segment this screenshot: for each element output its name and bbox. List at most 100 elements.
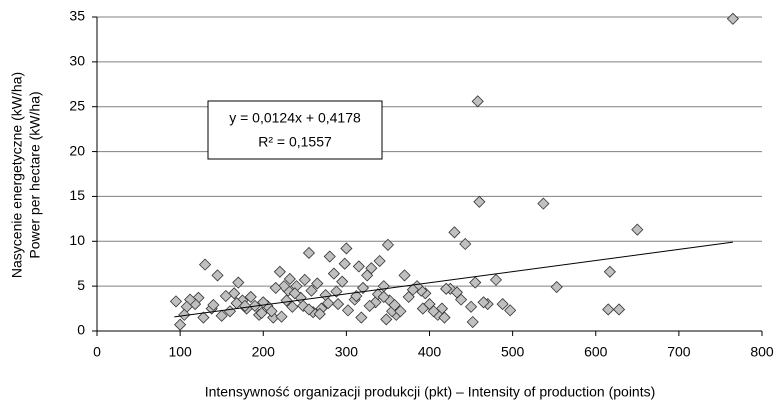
point [612, 303, 626, 316]
point [215, 309, 228, 322]
point [355, 311, 368, 324]
point [338, 257, 351, 270]
point [489, 273, 503, 286]
point [265, 305, 278, 318]
point [228, 287, 241, 300]
y-tick-label: 10 [69, 232, 85, 248]
point [398, 269, 411, 282]
x-tick-label: 100 [168, 344, 192, 360]
point [169, 295, 183, 308]
point [537, 197, 550, 210]
point [631, 223, 644, 236]
x-tick-label: 0 [93, 344, 101, 360]
point [363, 299, 376, 312]
point [273, 265, 286, 278]
point [302, 303, 316, 316]
x-tick-label: 500 [501, 344, 525, 360]
point [450, 286, 463, 299]
point [361, 269, 374, 282]
point [302, 246, 316, 260]
point [459, 237, 472, 251]
point [311, 277, 324, 290]
point [275, 310, 288, 323]
point [340, 242, 353, 255]
point [402, 290, 415, 303]
point [473, 195, 486, 208]
point [377, 280, 390, 293]
point [477, 296, 490, 309]
point [198, 258, 212, 271]
point [197, 311, 210, 324]
point [373, 254, 386, 268]
x-tick-label: 200 [252, 344, 276, 360]
point [283, 272, 296, 286]
x-tick-label: 600 [584, 344, 608, 360]
y-tick-label: 25 [69, 97, 85, 113]
point [232, 276, 245, 289]
point [298, 273, 311, 286]
point [440, 282, 453, 295]
point [305, 284, 318, 297]
point [356, 281, 370, 295]
point [288, 287, 301, 300]
point [178, 308, 191, 321]
y-tick-label: 35 [69, 8, 85, 24]
point [277, 280, 291, 293]
point [211, 269, 224, 282]
point [280, 294, 293, 307]
x-axis-label: Intensywność organizacji produkcji (pkt)… [205, 384, 656, 400]
point [352, 260, 365, 273]
y-tick-label: 15 [69, 187, 85, 203]
point [602, 303, 615, 316]
point [207, 298, 220, 312]
point [381, 238, 395, 251]
y-tick-label: 0 [77, 322, 85, 338]
point [603, 265, 616, 278]
annotation-box [207, 100, 383, 160]
annotation: R² = 0,1557 [258, 134, 332, 150]
y-tick-label: 5 [77, 277, 85, 293]
point [323, 250, 336, 263]
point [341, 304, 355, 317]
x-tick-label: 400 [418, 344, 442, 360]
point [219, 289, 232, 303]
trendline [174, 241, 733, 318]
y-tick-label: 30 [69, 53, 85, 69]
y-axis-label: Nasycenie energetyczne (kW/ha) [9, 72, 25, 278]
point [336, 275, 349, 288]
point [471, 95, 484, 108]
point [394, 305, 407, 318]
point [269, 281, 282, 295]
y-axis-label: Power per hectare (kW/ha) [27, 91, 43, 258]
point [438, 311, 451, 324]
x-tick-label: 300 [335, 344, 359, 360]
point [313, 307, 326, 321]
point [331, 298, 345, 311]
point [726, 12, 739, 25]
point [244, 290, 257, 303]
point [174, 318, 187, 331]
x-tick-label: 800 [750, 344, 774, 360]
point [322, 297, 335, 310]
x-tick-label: 700 [667, 344, 691, 360]
y-tick-label: 20 [69, 142, 85, 158]
point [496, 298, 509, 311]
point [327, 267, 340, 280]
point [469, 276, 482, 289]
point [466, 315, 479, 329]
point [448, 226, 461, 239]
point [255, 306, 268, 320]
point [504, 304, 517, 317]
point [350, 289, 363, 303]
point [286, 300, 299, 313]
point [550, 280, 563, 294]
annotation: y = 0,0124x + 0,4178 [229, 110, 361, 126]
point [416, 302, 429, 315]
point [464, 300, 478, 313]
point [380, 313, 393, 326]
point [388, 298, 401, 312]
point [330, 285, 343, 298]
point [427, 305, 440, 318]
point [377, 290, 390, 303]
